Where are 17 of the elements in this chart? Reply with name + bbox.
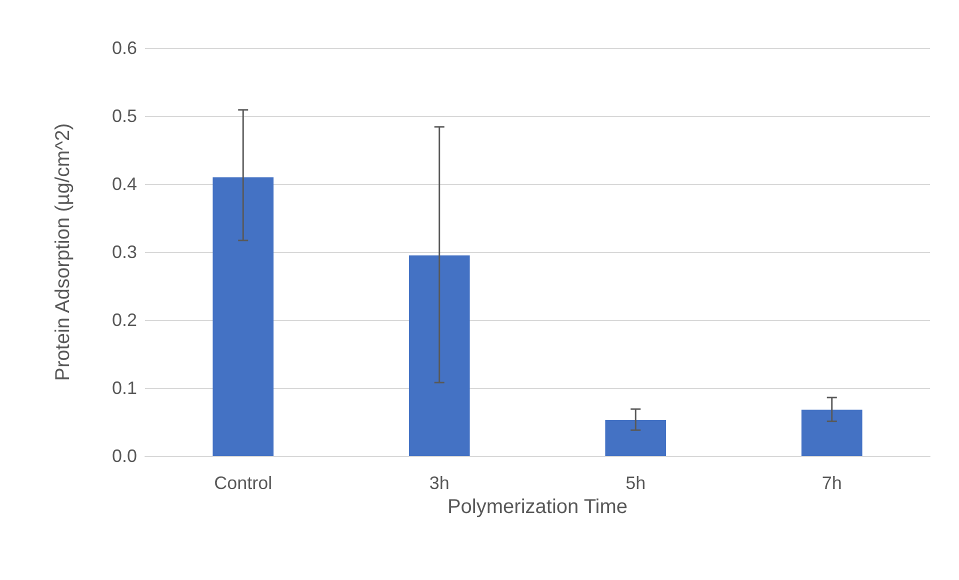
y-tick-label: 0.1 — [112, 378, 137, 398]
y-tick-label: 0.2 — [112, 310, 137, 330]
x-tick-label: 3h — [429, 473, 450, 493]
y-tick-label: 0.4 — [112, 174, 137, 194]
y-axis-title: Protein Adsorption (µg/cm^2) — [52, 123, 74, 381]
y-tick-label: 0.3 — [112, 242, 137, 262]
y-tick-label: 0.5 — [112, 106, 137, 126]
x-tick-label: Control — [214, 473, 272, 493]
y-tick-label: 0.6 — [112, 38, 137, 58]
x-axis-title: Polymerization Time — [447, 496, 628, 518]
x-tick-label: 7h — [822, 473, 842, 493]
x-tick-label: 5h — [626, 473, 646, 493]
bar — [605, 420, 666, 456]
bar — [212, 177, 274, 456]
bar — [801, 410, 862, 456]
bar — [408, 255, 470, 456]
y-tick-label: 0.0 — [112, 446, 137, 466]
